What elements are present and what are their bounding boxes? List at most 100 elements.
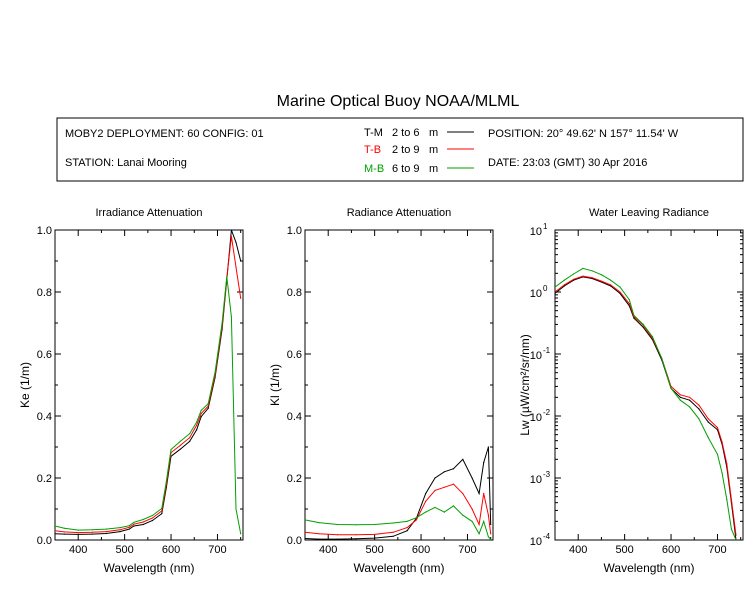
panel-title: Irradiance Attenuation: [95, 207, 202, 219]
x-tick-label: 600: [162, 544, 180, 556]
data-point-m-b: [230, 316, 232, 318]
data-point-m-b: [128, 525, 130, 527]
data-point-m-b: [478, 533, 480, 535]
data-point-m-b: [63, 527, 65, 529]
data-point-m-b: [434, 506, 436, 508]
data-point-m-b: [661, 357, 663, 359]
data-point-t-b: [716, 427, 719, 429]
data-point-m-b: [318, 522, 320, 524]
legend-code: T-M: [364, 127, 383, 139]
data-point-m-b: [55, 525, 56, 527]
data-point-m-b: [619, 286, 621, 288]
x-tick-label: 700: [458, 544, 476, 556]
data-point-m-b: [119, 527, 121, 529]
data-point-m-b: [610, 279, 612, 281]
data-point-t-b: [240, 297, 242, 299]
data-point-t-m: [443, 471, 445, 473]
series-line-t-b: [305, 483, 492, 536]
data-point-t-m: [336, 538, 339, 540]
x-axis-label: Wavelength (nm): [104, 561, 195, 575]
data-point-t-b: [161, 510, 163, 512]
legend-unit: m: [429, 163, 438, 175]
data-point-t-b: [483, 492, 485, 495]
data-point-t-b: [336, 534, 339, 536]
x-axis-label: Wavelength (nm): [354, 561, 445, 575]
x-tick-label: 700: [708, 544, 726, 556]
data-point-t-m: [679, 396, 681, 398]
deployment-text: MOBY2 DEPLOYMENT: 60 CONFIG: 01: [65, 128, 264, 140]
data-point-t-m: [161, 513, 163, 515]
data-point-m-b: [698, 418, 700, 420]
legend-code: T-B: [364, 144, 381, 156]
data-point-t-b: [151, 517, 154, 519]
x-tick-label: 600: [662, 544, 680, 556]
info-box: MOBY2 DEPLOYMENT: 60 CONFIG: 01 STATION:…: [56, 117, 744, 182]
data-point-m-b: [91, 529, 93, 531]
data-point-t-b: [490, 533, 492, 535]
data-point-m-b: [735, 539, 737, 540]
series-line-t-m: [555, 276, 737, 540]
data-point-m-b: [165, 480, 167, 482]
data-point-m-b: [716, 453, 719, 455]
data-point-t-b: [200, 412, 202, 415]
data-point-m-b: [374, 523, 376, 526]
data-point-t-b: [443, 486, 445, 488]
data-point-t-b: [591, 277, 593, 279]
data-point-m-b: [679, 399, 681, 401]
data-point-t-b: [179, 444, 181, 446]
y-tick-label-base: 10: [530, 288, 542, 300]
data-point-m-b: [207, 403, 209, 405]
data-point-t-b: [600, 280, 603, 282]
date-text: DATE: 23:03 (GMT) 30 Apr 2016: [488, 157, 647, 169]
position-text: POSITION: 20° 49.62' N 157° 11.54' W: [488, 128, 679, 140]
data-point-m-b: [651, 336, 654, 338]
data-point-t-b: [91, 531, 93, 533]
data-point-m-b: [490, 538, 492, 540]
y-tick-label-exponent: -4: [543, 532, 551, 541]
y-tick-label: 0.0: [287, 535, 302, 547]
data-point-m-b: [721, 472, 723, 474]
data-point-t-m: [487, 446, 489, 448]
series-line-m-b: [55, 276, 242, 534]
data-point-t-b: [452, 483, 455, 485]
y-axis-label: Lw (µW/cm²/sr/nm): [518, 334, 532, 436]
figure-title: Marine Optical Buoy NOAA/MLML: [277, 93, 520, 110]
data-point-t-b: [726, 463, 728, 465]
x-tick-label: 600: [412, 544, 430, 556]
y-tick-label-base: 10: [530, 412, 542, 424]
data-point-t-b: [487, 514, 489, 516]
x-tick-label: 500: [615, 544, 633, 556]
data-point-t-b: [55, 530, 56, 532]
data-point-m-b: [105, 528, 107, 530]
data-point-m-b: [483, 520, 485, 523]
data-point-m-b: [151, 514, 154, 517]
legend-unit: m: [429, 144, 438, 156]
data-point-t-m: [483, 461, 485, 464]
chart-panel-3: Water Leaving Radiance 400 500 600 700 Wavele…: [518, 207, 744, 575]
data-point-t-b: [207, 405, 209, 407]
y-tick-label: 0.6: [287, 349, 302, 361]
data-point-t-b: [105, 531, 107, 533]
data-point-t-b: [434, 489, 436, 491]
station-text: STATION: Lanai Mooring: [65, 157, 187, 169]
data-point-m-b: [355, 524, 357, 526]
y-tick-label: 0.0: [37, 535, 52, 547]
x-tick-label: 500: [365, 544, 383, 556]
legend-code: M-B: [364, 163, 384, 175]
y-tick-label-exponent: 1: [543, 222, 548, 231]
data-point-t-m: [555, 292, 556, 294]
chart-panel-1: Irradiance Attenuation 400 500 600 700 Wavele…: [18, 207, 244, 575]
data-point-t-m: [105, 532, 107, 535]
data-point-t-b: [119, 529, 121, 531]
y-axis-label: Kl (1/m): [268, 364, 282, 406]
data-point-t-m: [698, 408, 700, 410]
data-point-m-b: [563, 279, 565, 281]
data-point-t-b: [406, 527, 408, 529]
data-point-t-b: [628, 303, 630, 305]
data-point-t-b: [555, 291, 556, 293]
data-point-m-b: [392, 522, 394, 524]
data-point-m-b: [600, 274, 603, 276]
data-point-t-b: [462, 492, 464, 495]
y-tick-label: 0.8: [37, 287, 52, 299]
